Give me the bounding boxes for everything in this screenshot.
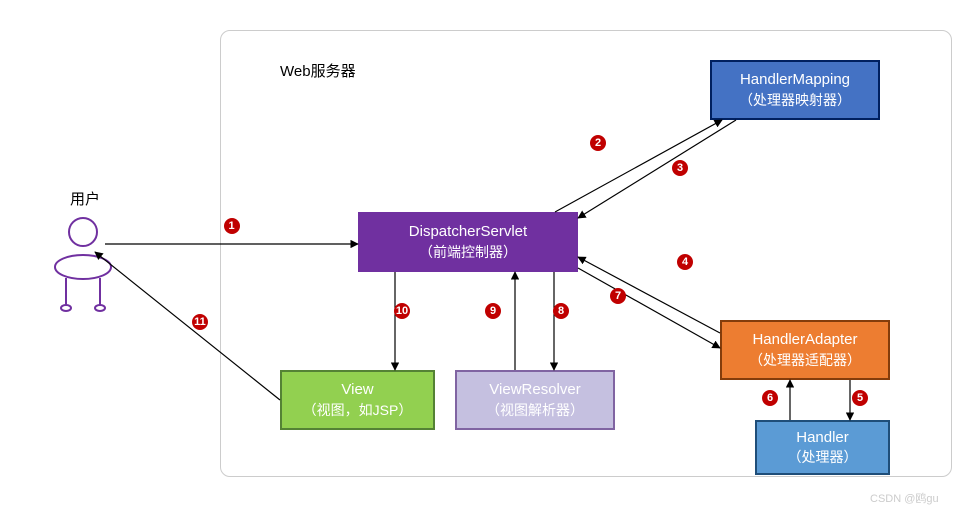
step-badge-4: 4	[677, 254, 693, 270]
node-subtitle: （处理器适配器）	[749, 351, 861, 370]
watermark: CSDN @鸥gu	[870, 490, 939, 506]
step-badge-9: 9	[485, 303, 501, 319]
step-badge-1: 1	[224, 218, 240, 234]
node-handler: Handler （处理器）	[755, 420, 890, 475]
step-badge-8: 8	[553, 303, 569, 319]
node-subtitle: （处理器）	[788, 448, 858, 467]
node-title: View	[341, 380, 373, 400]
node-subtitle: （视图，如JSP）	[303, 401, 413, 420]
node-dispatcher: DispatcherServlet （前端控制器）	[358, 212, 578, 272]
node-view-resolver: ViewResolver （视图解析器）	[455, 370, 615, 430]
step-badge-7: 7	[610, 288, 626, 304]
step-badge-3: 3	[672, 160, 688, 176]
node-title: Handler	[796, 428, 849, 448]
user-label: 用户	[70, 188, 100, 209]
node-view: View （视图，如JSP）	[280, 370, 435, 430]
node-title: HandlerMapping	[740, 70, 850, 90]
container-title: Web服务器	[280, 60, 356, 81]
node-title: ViewResolver	[489, 380, 580, 400]
step-badge-2: 2	[590, 135, 606, 151]
step-badge-5: 5	[852, 390, 868, 406]
step-badge-10: 10	[394, 303, 410, 319]
node-handler-adapter: HandlerAdapter （处理器适配器）	[720, 320, 890, 380]
user-figure	[55, 218, 111, 311]
step-badge-11: 11	[192, 314, 208, 330]
node-subtitle: （前端控制器）	[419, 243, 517, 262]
node-subtitle: （处理器映射器）	[739, 91, 851, 110]
node-title: DispatcherServlet	[409, 222, 527, 242]
node-subtitle: （视图解析器）	[486, 401, 584, 420]
node-title: HandlerAdapter	[752, 330, 857, 350]
step-badge-6: 6	[762, 390, 778, 406]
node-handler-mapping: HandlerMapping （处理器映射器）	[710, 60, 880, 120]
